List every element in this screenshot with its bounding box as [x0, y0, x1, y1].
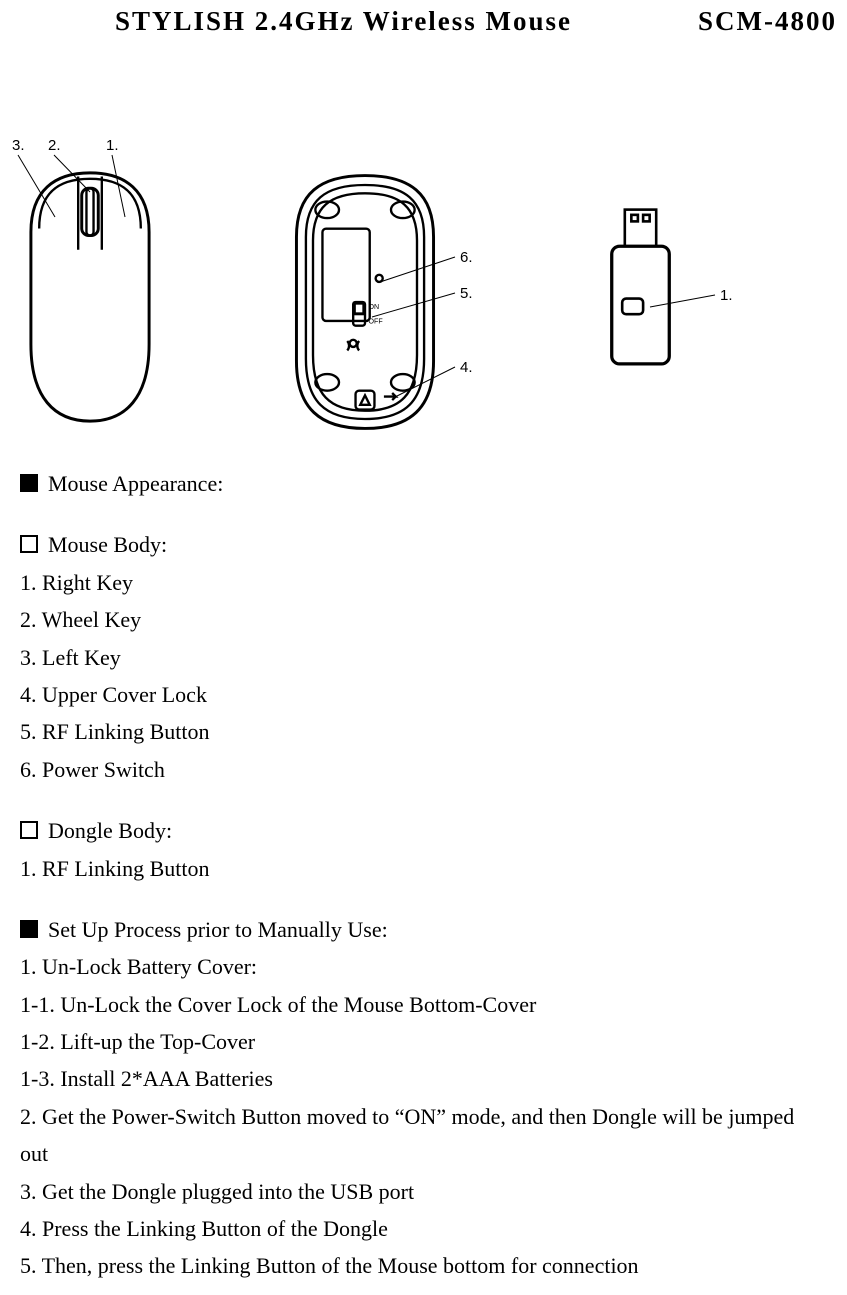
- mouse-body-heading: Mouse Body:: [48, 532, 167, 557]
- hollow-bullet-icon: [20, 535, 38, 553]
- setup-heading: Set Up Process prior to Manually Use:: [48, 917, 388, 942]
- square-bullet-icon: [20, 474, 38, 492]
- dongle-body-heading: Dongle Body:: [48, 818, 172, 843]
- product-model: SCM-4800: [698, 6, 837, 37]
- mouse-body-item: 4. Upper Cover Lock: [20, 676, 827, 713]
- document-header: STYLISH 2.4GHz Wireless Mouse SCM-4800: [0, 6, 847, 37]
- product-title: STYLISH 2.4GHz Wireless Mouse: [115, 6, 572, 37]
- setup-item: 1-2. Lift-up the Top-Cover: [20, 1023, 827, 1060]
- group-dongle-body: Dongle Body: 1. RF Linking Button: [20, 812, 827, 887]
- mouse-body-item: 2. Wheel Key: [20, 601, 827, 638]
- section-setup: Set Up Process prior to Manually Use: 1.…: [20, 911, 827, 1285]
- section-appearance: Mouse Appearance:: [20, 465, 827, 502]
- lead-lines-dongle: [0, 137, 800, 437]
- square-bullet-icon: [20, 920, 38, 938]
- group-mouse-body: Mouse Body: 1. Right Key 2. Wheel Key 3.…: [20, 526, 827, 788]
- page: STYLISH 2.4GHz Wireless Mouse SCM-4800 3…: [0, 0, 847, 1285]
- setup-item: 1-1. Un-Lock the Cover Lock of the Mouse…: [20, 986, 827, 1023]
- setup-item: 1. Un-Lock Battery Cover:: [20, 948, 827, 985]
- mouse-body-item: 6. Power Switch: [20, 751, 827, 788]
- setup-item: 1-3. Install 2*AAA Batteries: [20, 1060, 827, 1097]
- hollow-bullet-icon: [20, 821, 38, 839]
- diagrams-area: 3. 2. 1. ON: [0, 137, 847, 447]
- setup-item: 3. Get the Dongle plugged into the USB p…: [20, 1173, 827, 1210]
- setup-item: 2. Get the Power-Switch Button moved to …: [20, 1098, 827, 1173]
- mouse-body-item: 3. Left Key: [20, 639, 827, 676]
- content-body: Mouse Appearance: Mouse Body: 1. Right K…: [0, 465, 847, 1285]
- setup-item: 5. Then, press the Linking Button of the…: [20, 1247, 827, 1284]
- appearance-heading: Mouse Appearance:: [48, 471, 223, 496]
- mouse-body-item: 1. Right Key: [20, 564, 827, 601]
- mouse-body-item: 5. RF Linking Button: [20, 713, 827, 750]
- setup-item: 4. Press the Linking Button of the Dongl…: [20, 1210, 827, 1247]
- dongle-body-item: 1. RF Linking Button: [20, 850, 827, 887]
